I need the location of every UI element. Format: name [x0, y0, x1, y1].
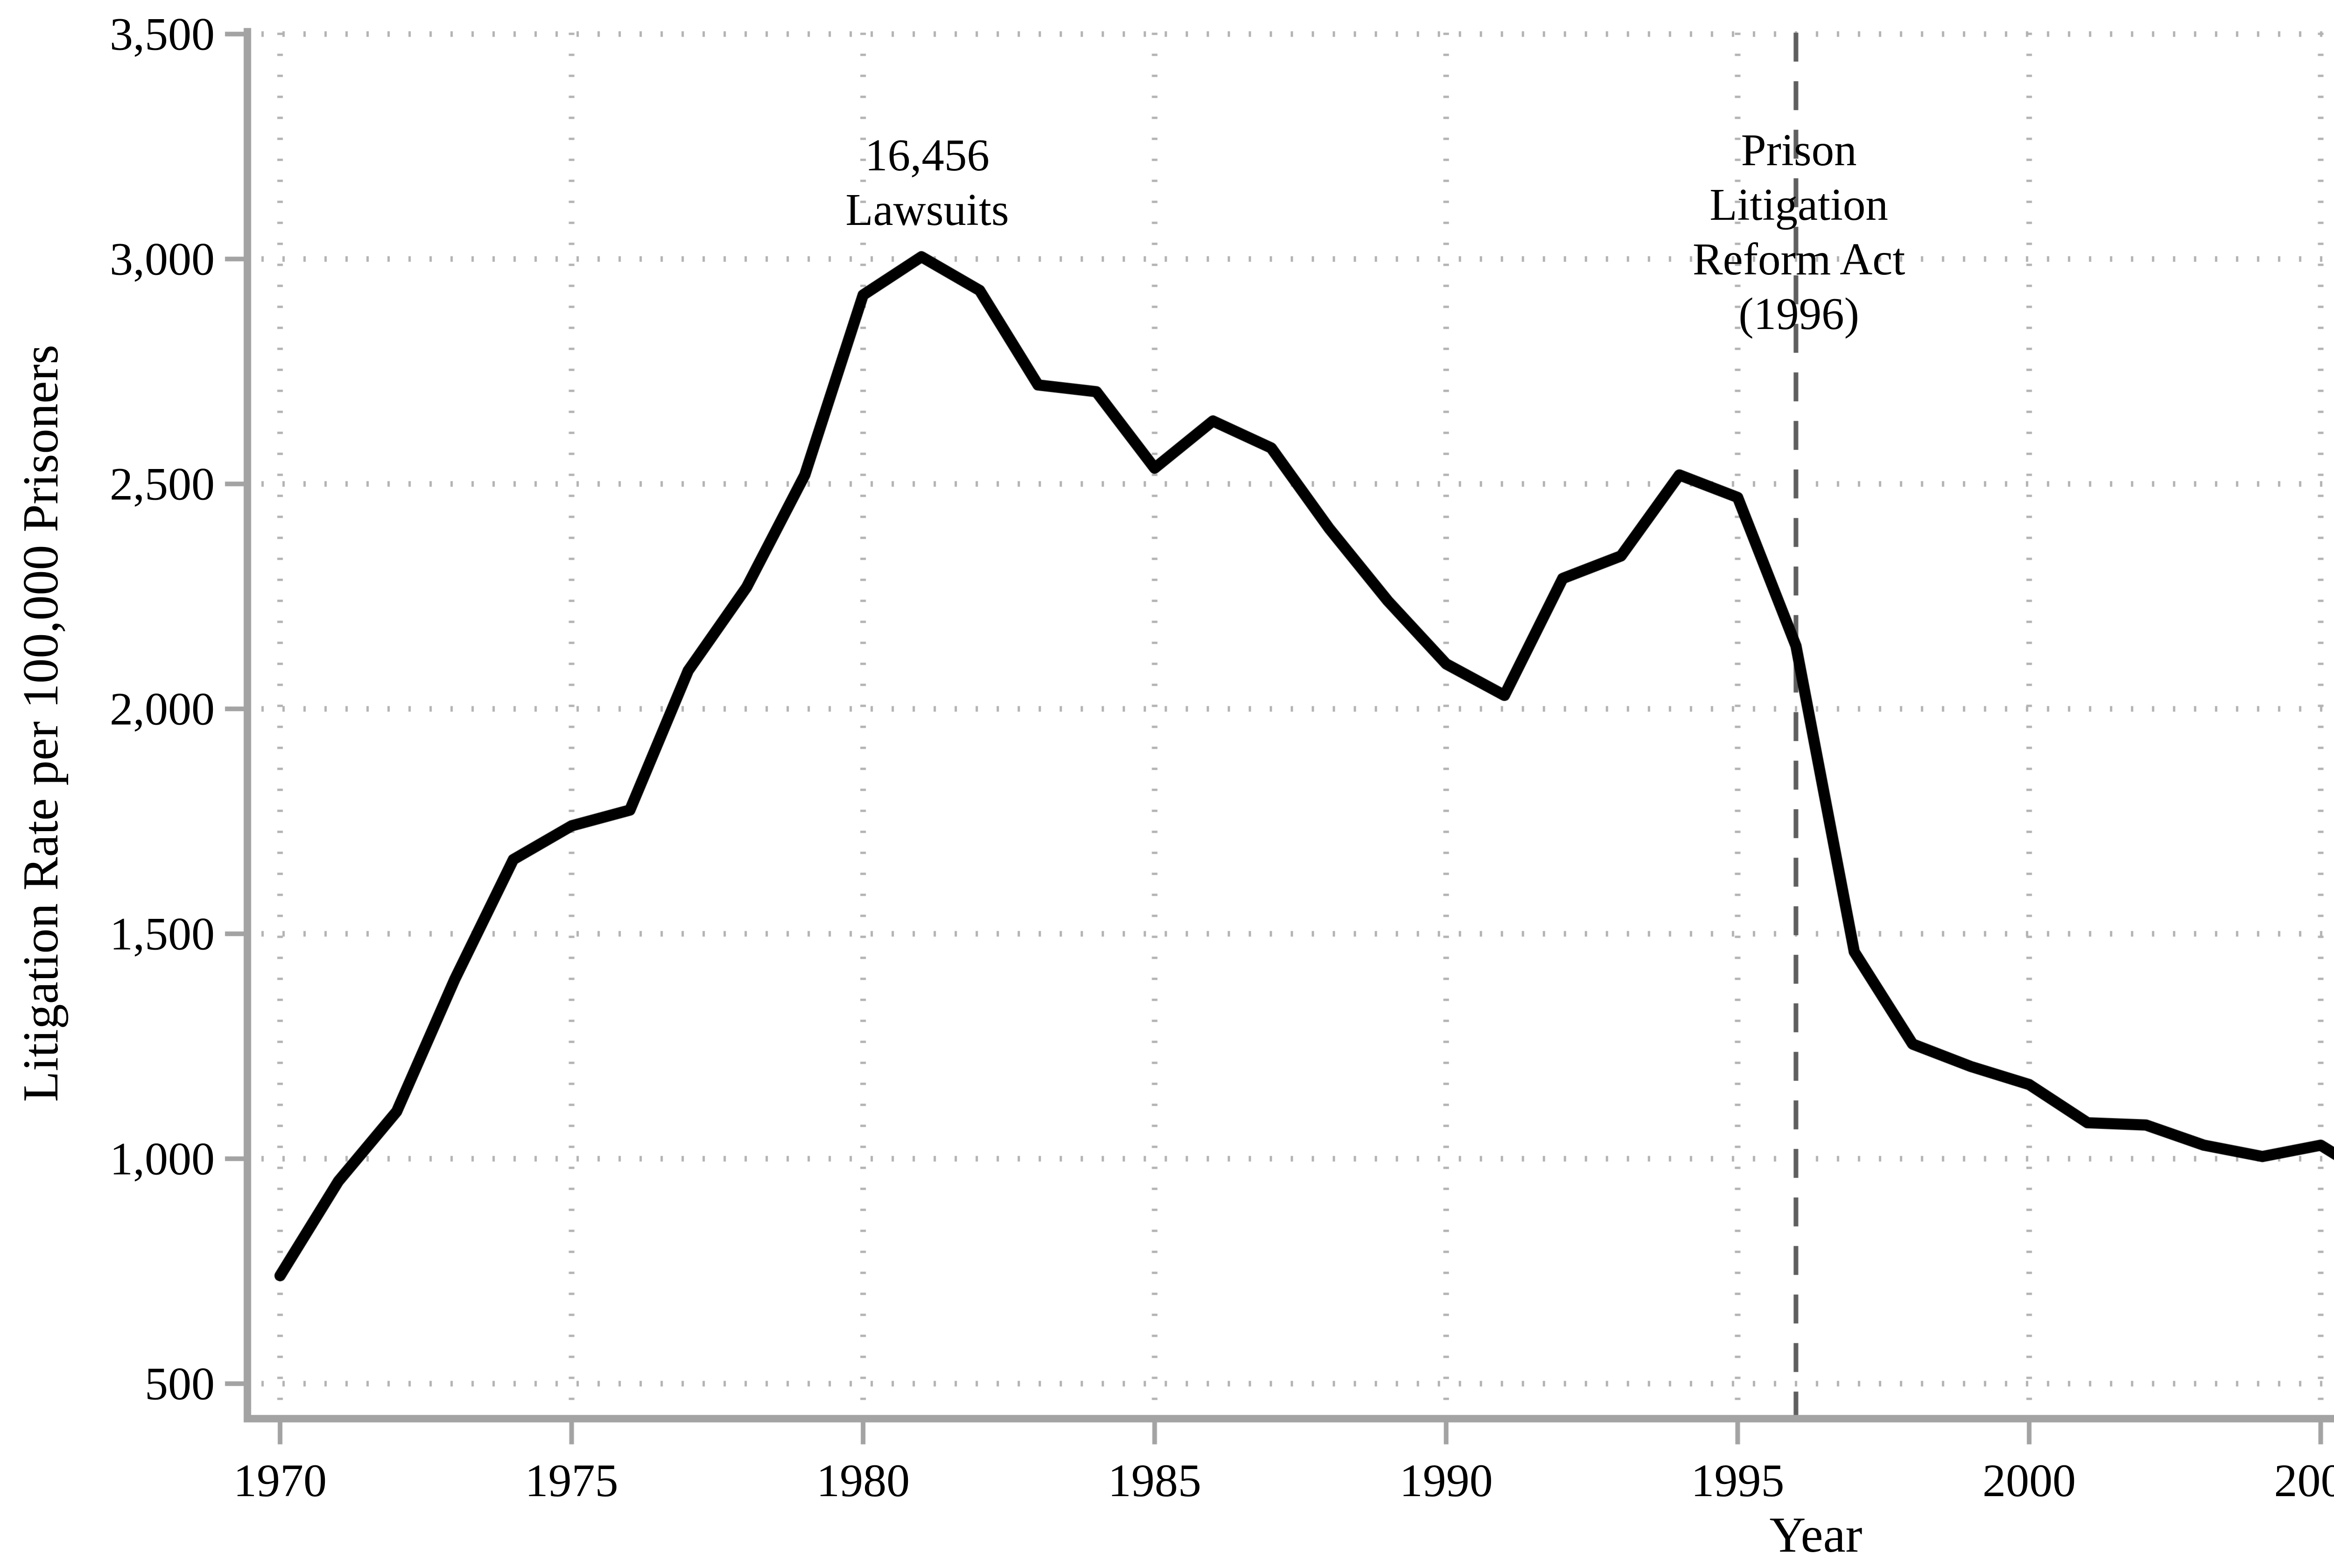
litigation-rate-line-chart: [0, 0, 2334, 1568]
